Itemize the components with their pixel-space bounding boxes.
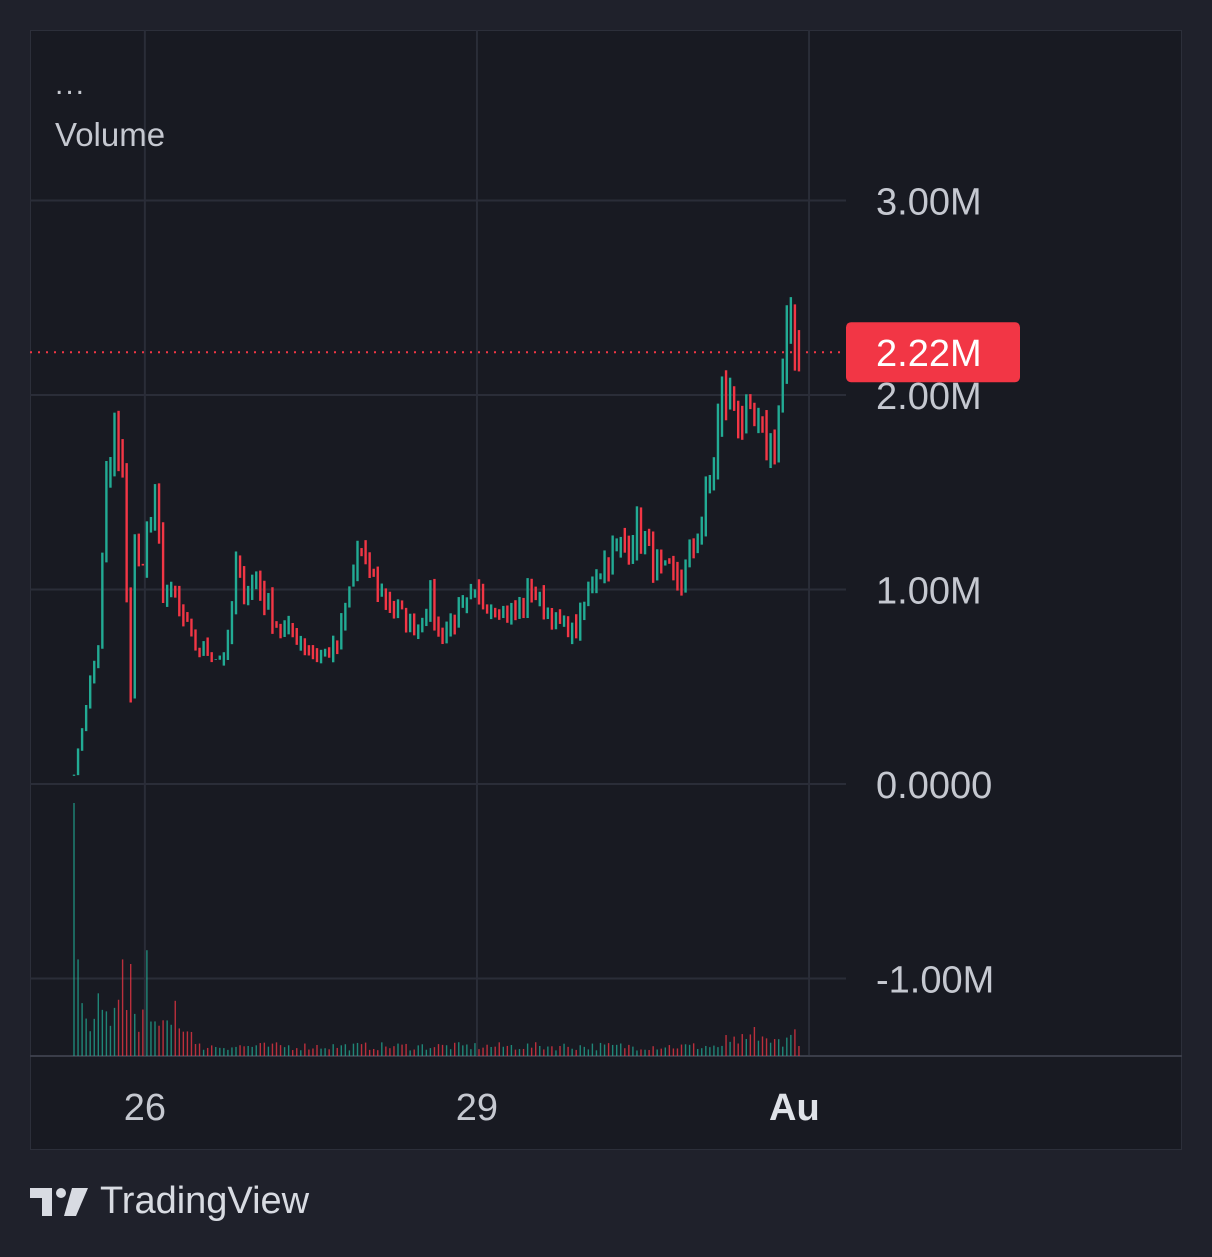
last-value-label: 2.22M — [876, 333, 982, 375]
y-tick-label: 1.00M — [876, 571, 982, 613]
brand[interactable]: TradingView — [30, 1180, 309, 1223]
y-tick-label: 3.00M — [876, 182, 982, 224]
legend-indicator-label: Volume — [55, 116, 166, 153]
x-tick-label: Au — [769, 1087, 820, 1129]
x-tick-label: 29 — [456, 1087, 498, 1129]
y-tick-label: -1.00M — [876, 960, 994, 1002]
last-value-badge — [846, 322, 1020, 383]
brand-name: TradingView — [100, 1180, 310, 1222]
legend-menu-icon[interactable]: ... — [55, 68, 87, 101]
tradingview-logo-icon — [30, 1187, 88, 1216]
y-tick-label: 2.00M — [876, 376, 982, 418]
x-tick-label: 26 — [124, 1087, 166, 1129]
y-tick-label: 0.0000 — [876, 765, 992, 807]
